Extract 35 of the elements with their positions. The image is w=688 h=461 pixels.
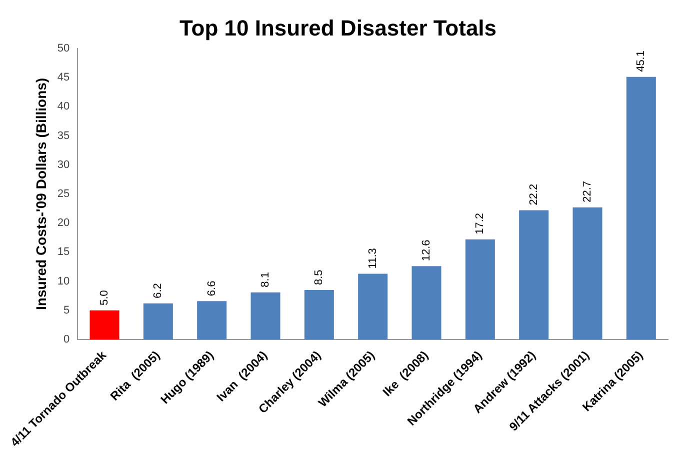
bar bbox=[572, 207, 602, 340]
bar bbox=[626, 76, 656, 340]
y-tick-label: 15 bbox=[57, 246, 70, 258]
data-label: 22.7 bbox=[582, 180, 594, 202]
y-tick-label: 5 bbox=[64, 304, 70, 316]
y-tick-label: 0 bbox=[64, 334, 70, 346]
bar bbox=[250, 292, 280, 340]
data-label: 5.0 bbox=[98, 290, 111, 306]
data-label: 12.6 bbox=[420, 240, 433, 262]
bar bbox=[90, 310, 120, 340]
data-label: 8.5 bbox=[313, 270, 326, 286]
y-tick-label: 10 bbox=[57, 275, 70, 288]
bar bbox=[197, 301, 227, 340]
y-tick-label: 25 bbox=[57, 188, 70, 200]
bar bbox=[304, 290, 334, 340]
data-label: 6.6 bbox=[206, 280, 218, 296]
y-tick-label: 35 bbox=[57, 130, 70, 142]
y-tick-label: 20 bbox=[57, 217, 70, 230]
data-label: 6.2 bbox=[152, 283, 164, 298]
y-tick-label: 45 bbox=[57, 72, 70, 84]
y-tick-label: 40 bbox=[57, 100, 70, 113]
y-axis-title: Insured Costs-'09 Dollars (Billions) bbox=[32, 78, 49, 310]
bar bbox=[519, 210, 549, 340]
bar bbox=[358, 274, 388, 340]
y-tick-label: 50 bbox=[57, 42, 70, 54]
data-label: 11.3 bbox=[366, 248, 379, 269]
data-label: 17.2 bbox=[474, 212, 486, 234]
data-label: 8.1 bbox=[260, 272, 272, 288]
bar bbox=[412, 266, 442, 340]
bar bbox=[465, 239, 495, 340]
bar bbox=[143, 303, 173, 340]
y-tick-label: 30 bbox=[57, 158, 70, 171]
data-label: 45.1 bbox=[635, 50, 648, 72]
data-label: 22.2 bbox=[528, 184, 540, 206]
chart-title: Top 10 Insured Disaster Totals bbox=[179, 15, 497, 40]
